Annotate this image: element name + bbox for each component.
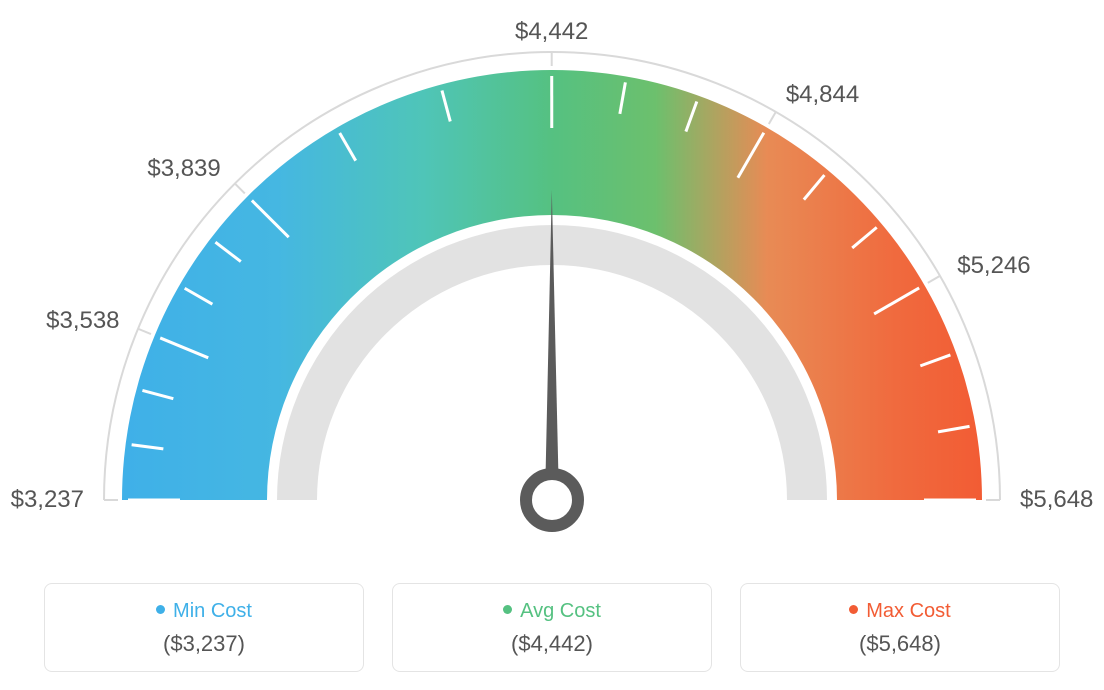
- legend-title-avg: Avg Cost: [393, 600, 711, 623]
- legend-title-max-text: Max Cost: [866, 600, 950, 622]
- legend-dot-min: [156, 605, 165, 614]
- gauge-tick-label: $4,442: [507, 18, 597, 46]
- legend-title-max: Max Cost: [741, 600, 1059, 623]
- gauge-chart: $3,237 $3,538 $3,839 $4,442 $4,844 $5,246 $5,6…: [0, 0, 1104, 560]
- gauge-tick-label: $3,237: [0, 486, 84, 514]
- legend-value-min: ($3,237): [45, 631, 363, 657]
- gauge-tick-label: $3,538: [30, 307, 120, 335]
- legend-value-avg: ($4,442): [393, 631, 711, 657]
- legend-card-avg: Avg Cost ($4,442): [392, 583, 712, 672]
- legend-dot-avg: [503, 605, 512, 614]
- legend-card-min: Min Cost ($3,237): [44, 583, 364, 672]
- legend-title-min-text: Min Cost: [173, 600, 252, 622]
- gauge-svg: [0, 0, 1104, 560]
- legend-card-max: Max Cost ($5,648): [740, 583, 1060, 672]
- legend-title-min: Min Cost: [45, 600, 363, 623]
- gauge-tick-label: $5,246: [957, 252, 1030, 280]
- gauge-tick-label: $4,844: [786, 81, 859, 109]
- legend-row: Min Cost ($3,237) Avg Cost ($4,442) Max …: [0, 583, 1104, 672]
- legend-title-avg-text: Avg Cost: [520, 600, 601, 622]
- gauge-tick-label: $5,648: [1020, 486, 1093, 514]
- legend-dot-max: [849, 605, 858, 614]
- gauge-tick-label: $3,839: [131, 155, 221, 183]
- legend-value-max: ($5,648): [741, 631, 1059, 657]
